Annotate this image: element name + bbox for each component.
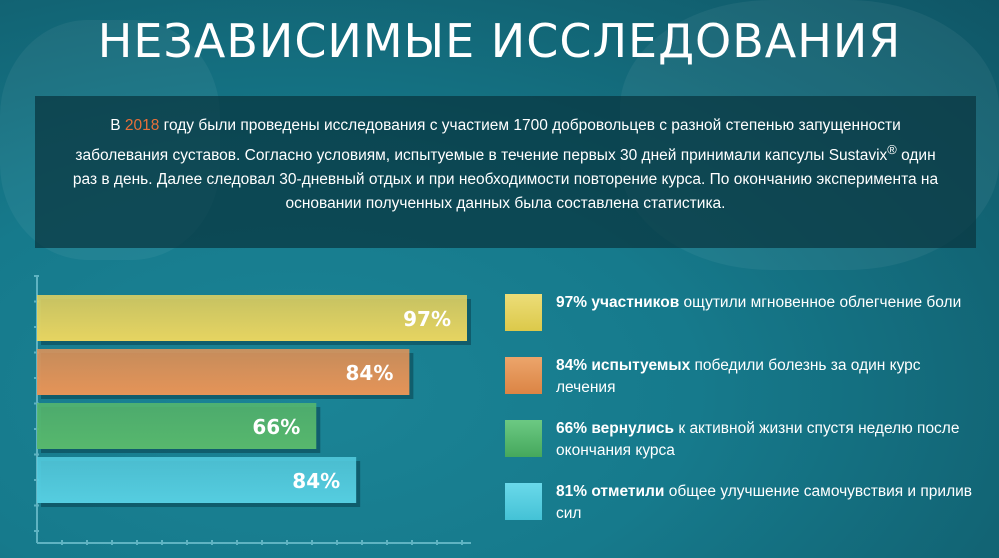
bar-label: 97% (403, 307, 451, 331)
legend-swatch (505, 420, 542, 457)
intro-part2: один раз в день. Далее следовал 30-дневн… (72, 147, 939, 213)
bar-chart: 97% 84% 66% 84% (34, 275, 471, 545)
bar-label: 84% (345, 361, 393, 385)
legend-swatch (505, 483, 542, 520)
legend-bold: 81% отметили (556, 483, 665, 500)
bar-label: 84% (292, 469, 340, 493)
intro-text: В 2018 году были проведены исследования … (35, 96, 976, 248)
legend-item: 84% испытуемых победили болезнь за один … (505, 355, 975, 418)
legend-text: общее улучшение самочувствия и прилив си… (556, 483, 973, 522)
legend-text: к активной жизни спустя неделю после око… (556, 420, 960, 459)
bar (37, 349, 410, 395)
page-title: НЕЗАВИСИМЫЕ ИССЛЕДОВАНИЯ (97, 14, 902, 68)
legend: 97% участников ощутили мгновенное облегч… (505, 292, 975, 544)
legend-item: 66% вернулись к активной жизни спустя не… (505, 418, 975, 481)
bar (37, 457, 357, 503)
legend-swatch (505, 357, 542, 394)
registered-mark: ® (887, 142, 897, 157)
legend-item: 81% отметили общее улучшение самочувстви… (505, 481, 975, 544)
intro-pre: В (110, 117, 125, 134)
intro-year: 2018 (124, 117, 160, 134)
bar (37, 295, 467, 341)
legend-text: победили болезнь за один курс лечения (556, 357, 921, 396)
legend-item: 97% участников ощутили мгновенное облегч… (505, 292, 975, 355)
bar-label: 66% (252, 415, 300, 439)
bar (37, 403, 317, 449)
legend-bold: 97% участников (556, 294, 680, 311)
legend-swatch (505, 294, 542, 331)
legend-text: ощутили мгновенное облегчение боли (679, 294, 962, 311)
legend-bold: 66% вернулись (556, 420, 675, 437)
legend-bold: 84% испытуемых (556, 357, 691, 374)
intro-part1: году были проведены исследования с участ… (75, 117, 901, 165)
